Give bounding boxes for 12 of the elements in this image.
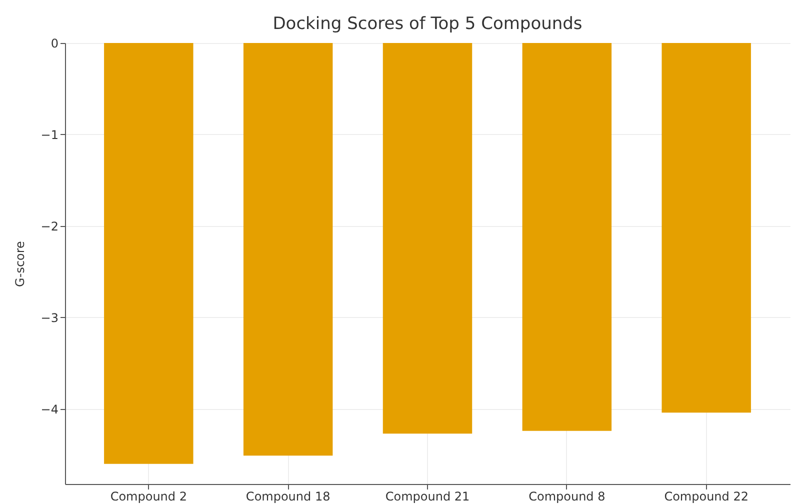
x-tick-label: Compound 22: [664, 490, 748, 504]
y-tick-label: 0: [50, 36, 58, 50]
y-axis-title: G-score: [12, 241, 27, 287]
x-tick-label: Compound 8: [528, 490, 606, 504]
y-tick-label: −2: [40, 219, 58, 234]
x-tick-label: Compound 21: [385, 490, 470, 504]
y-tick-label: −1: [40, 128, 58, 142]
chart-title: Docking Scores of Top 5 Compounds: [272, 14, 582, 34]
x-tick-label: Compound 2: [110, 490, 187, 504]
x-tick-label: Compound 18: [246, 490, 330, 504]
y-tick-label: −4: [40, 402, 58, 416]
y-tick-label: −3: [40, 310, 58, 325]
